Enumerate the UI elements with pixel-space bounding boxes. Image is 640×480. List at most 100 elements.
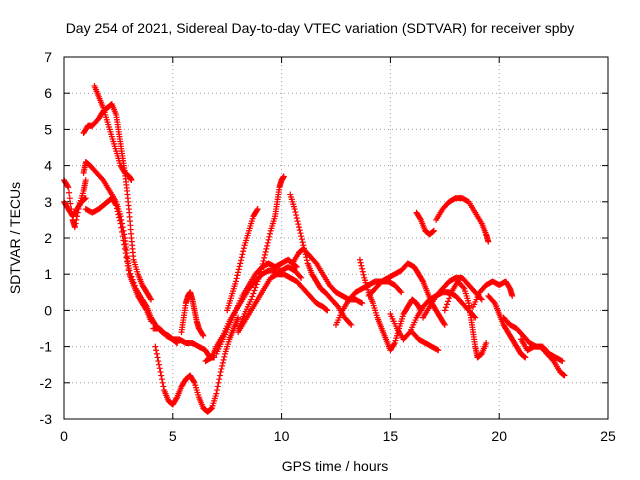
data-point	[147, 295, 154, 302]
data-point	[397, 288, 404, 295]
data-point	[298, 236, 305, 243]
data-point	[124, 258, 131, 265]
data-point	[116, 214, 123, 221]
data-point	[522, 354, 529, 361]
data-point	[348, 321, 355, 328]
data-point	[64, 183, 71, 190]
data-point	[157, 368, 164, 375]
series-arc14	[235, 271, 331, 336]
data-point	[294, 218, 301, 225]
data-point	[293, 212, 300, 219]
data-point	[66, 195, 73, 202]
data-point	[159, 379, 166, 386]
series-arc23	[433, 195, 492, 245]
data-point	[435, 347, 442, 354]
data-point	[117, 220, 124, 227]
series-arc6	[82, 195, 155, 325]
data-point	[471, 313, 478, 320]
data-point	[99, 175, 106, 182]
data-point	[153, 350, 160, 357]
y-tick-label: -3	[40, 411, 53, 427]
data-point	[266, 233, 273, 240]
x-tick-label: 5	[169, 428, 177, 444]
data-point	[447, 292, 454, 299]
data-point	[82, 177, 89, 184]
series-arc29	[517, 336, 568, 379]
data-point	[347, 320, 354, 327]
data-point	[215, 379, 222, 386]
series-arc2	[61, 195, 89, 220]
data-point	[490, 298, 497, 305]
data-point	[113, 202, 120, 209]
data-point	[219, 359, 226, 366]
data-point	[236, 263, 243, 270]
data-point	[152, 343, 159, 350]
data-point	[292, 209, 299, 216]
data-point	[295, 221, 302, 228]
y-tick-label: 2	[44, 230, 52, 246]
data-point	[237, 260, 244, 267]
x-tick-label: 20	[491, 428, 507, 444]
y-axis-label: SDTVAR / TECUs	[7, 182, 23, 294]
data-point	[298, 274, 305, 281]
data-point	[121, 241, 128, 248]
data-point	[119, 233, 126, 240]
data-point	[359, 268, 366, 275]
data-point	[123, 254, 130, 261]
data-point	[398, 289, 405, 296]
data-point	[264, 242, 271, 249]
series-arc9	[152, 314, 242, 415]
data-point	[238, 254, 245, 261]
data-point	[66, 189, 73, 196]
data-point	[521, 353, 528, 360]
data-point	[356, 256, 363, 263]
data-point	[359, 265, 366, 272]
data-point	[264, 239, 271, 246]
data-point	[248, 296, 255, 303]
data-point	[263, 245, 270, 252]
data-point	[297, 230, 304, 237]
data-point	[419, 277, 426, 284]
chart-title: Day 254 of 2021, Sidereal Day-to-day VTE…	[66, 20, 575, 36]
data-point	[324, 307, 331, 314]
data-point	[118, 224, 125, 231]
data-point	[303, 257, 310, 264]
data-point	[485, 238, 492, 245]
data-point	[82, 195, 89, 202]
data-point	[250, 290, 257, 297]
data-point	[446, 295, 453, 302]
data-point	[232, 278, 239, 285]
data-point	[291, 206, 298, 213]
data-point	[112, 201, 119, 208]
data-point	[218, 365, 225, 372]
series-arc7	[150, 325, 218, 361]
data-point	[235, 269, 242, 276]
data-point	[252, 284, 259, 291]
data-layer	[61, 82, 568, 415]
data-point	[73, 216, 80, 223]
data-point	[67, 200, 74, 207]
data-point	[221, 353, 228, 360]
data-point	[334, 302, 341, 309]
data-point	[430, 228, 437, 235]
series-arc25	[441, 278, 490, 361]
data-point	[266, 230, 273, 237]
data-point	[173, 395, 180, 402]
data-point	[296, 227, 303, 234]
data-point	[217, 368, 224, 375]
data-point	[234, 272, 241, 279]
data-point	[233, 275, 240, 282]
series-arc22	[413, 209, 437, 238]
x-tick-label: 25	[600, 428, 616, 444]
data-point	[443, 301, 450, 308]
data-point	[261, 254, 268, 261]
y-tick-label: 6	[44, 85, 52, 101]
data-point	[125, 266, 132, 273]
grid-layer	[64, 57, 608, 419]
data-point	[280, 173, 287, 180]
y-tick-label: 1	[44, 266, 52, 282]
data-point	[219, 362, 226, 369]
x-tick-label: 0	[60, 428, 68, 444]
data-point	[323, 306, 330, 313]
data-point	[262, 248, 269, 255]
